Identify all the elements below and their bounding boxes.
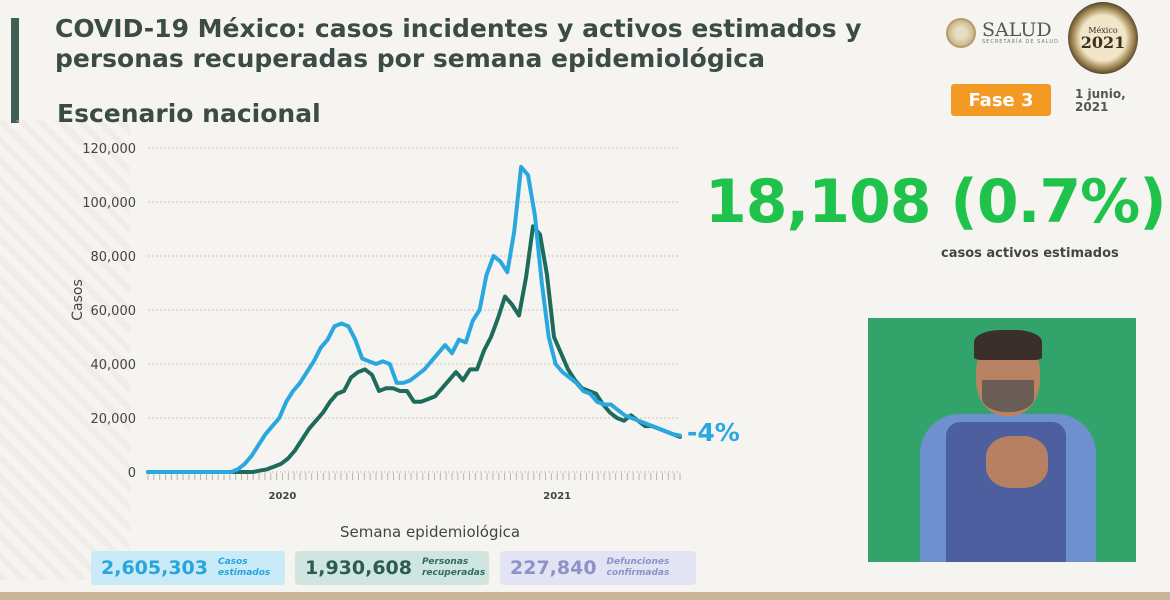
salud-sub-label: SECRETARÍA DE SALUD	[982, 39, 1059, 45]
deaths-value: 227,840	[510, 557, 597, 579]
estimated-cases-label: Casos estimados	[217, 557, 271, 578]
active-cases-figure: 18,108 (0.7%)	[705, 167, 1167, 237]
year-label: 2021	[543, 491, 571, 502]
salud-logo: SALUD SECRETARÍA DE SALUD	[946, 18, 1059, 48]
active-series-line	[146, 224, 682, 474]
estimated-cases-value: 2,605,303	[101, 557, 208, 579]
interpreter-hands	[986, 436, 1048, 488]
y-axis-title: Casos	[70, 279, 86, 321]
interpreter-hair	[974, 330, 1042, 360]
logo-line-2: 2021	[1080, 32, 1126, 52]
incident-series-line	[146, 164, 682, 474]
background-pattern	[0, 120, 130, 580]
y-tick-label: 20,000	[91, 412, 137, 427]
interpreter-beard	[982, 380, 1034, 412]
date-line-2: 2021	[1075, 100, 1109, 114]
scenario-subtitle: Escenario nacional	[57, 99, 321, 128]
year-label: 2020	[269, 491, 297, 502]
seal-icon	[946, 18, 976, 48]
date-line-1: 1 junio,	[1075, 87, 1126, 101]
deaths-label: Defunciones confirmadas	[606, 557, 670, 578]
y-tick-label: 60,000	[91, 304, 137, 319]
report-date: 1 junio, 2021	[1075, 88, 1126, 114]
phase-badge: Fase 3	[951, 84, 1051, 116]
page-title: COVID-19 México: casos incidentes y acti…	[55, 14, 875, 74]
footer-bar	[0, 592, 1170, 600]
logo-line-1: México	[1088, 25, 1118, 35]
y-tick-label: 80,000	[91, 250, 137, 265]
mexico-2021-logo: México 2021	[1068, 2, 1138, 74]
deaths-card: 227,840 Defunciones confirmadas	[500, 551, 696, 585]
header-accent-bar	[11, 18, 19, 123]
recovered-label: Personas recuperadas	[421, 557, 486, 578]
active-cases-label: casos activos estimados	[941, 246, 1119, 261]
y-tick-label: 120,000	[82, 142, 136, 157]
title-line-1: COVID-19 México: casos incidentes y acti…	[55, 14, 862, 43]
recovered-value: 1,930,608	[305, 557, 412, 579]
title-line-2: personas recuperadas por semana epidemio…	[55, 44, 765, 73]
sign-language-interpreter-video	[868, 318, 1136, 562]
trend-percentage: -4%	[687, 418, 740, 447]
y-tick-label: 40,000	[91, 358, 137, 373]
x-axis-title: Semana epidemiológica	[340, 523, 521, 541]
salud-label: SALUD	[982, 19, 1052, 41]
y-tick-label: 100,000	[82, 196, 136, 211]
recovered-card: 1,930,608 Personas recuperadas	[295, 551, 489, 585]
estimated-cases-card: 2,605,303 Casos estimados	[91, 551, 285, 585]
y-tick-label: 0	[128, 466, 136, 481]
